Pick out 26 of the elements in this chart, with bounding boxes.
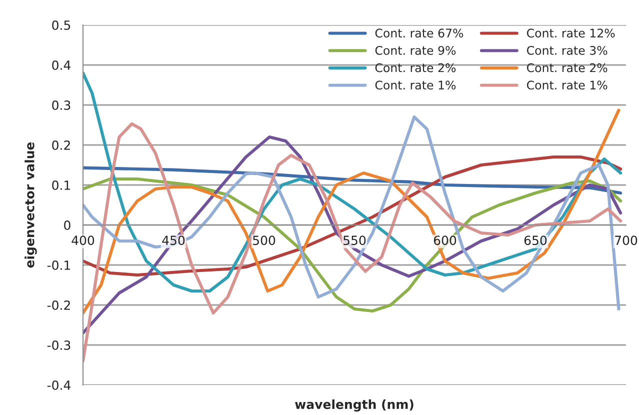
legend-label: Cont. rate 1% [375, 80, 456, 90]
y-tick-label: 0.2 [52, 140, 70, 150]
x-tick-label: 400 [72, 236, 94, 246]
x-tick-label: 550 [344, 236, 366, 246]
legend-label: Cont. rate 3% [526, 46, 608, 55]
x-tick-label: 600 [434, 236, 456, 246]
x-axis-title: wavelength (nm) [295, 399, 414, 412]
x-tick-label: 500 [253, 236, 276, 246]
legend-label: Cont. rate 12% [526, 28, 615, 38]
y-tick-label: -0.4 [47, 380, 70, 390]
legend-label: Cont. rate 2% [526, 63, 608, 72]
y-axis-title: eigenvector value [24, 142, 37, 268]
legend-label: Cont. rate 67% [375, 28, 464, 38]
y-tick-label: 0.1 [52, 180, 70, 190]
y-tick-label: -0.2 [47, 300, 70, 310]
y-tick-label: -0.3 [47, 340, 70, 350]
legend-label: Cont. rate 2% [375, 63, 456, 72]
y-tick-label: 0.5 [52, 20, 70, 30]
legend-label: Cont. rate 1% [526, 80, 608, 90]
x-tick-label: 700 [615, 236, 638, 246]
y-tick-label: 0.4 [52, 60, 70, 70]
legend-label: Cont. rate 9% [375, 46, 456, 55]
x-tick-label: 650 [524, 236, 547, 246]
y-tick-label: 0.3 [52, 100, 70, 110]
y-tick-label: -0.1 [47, 260, 70, 270]
y-tick-label: 0 [64, 220, 70, 230]
